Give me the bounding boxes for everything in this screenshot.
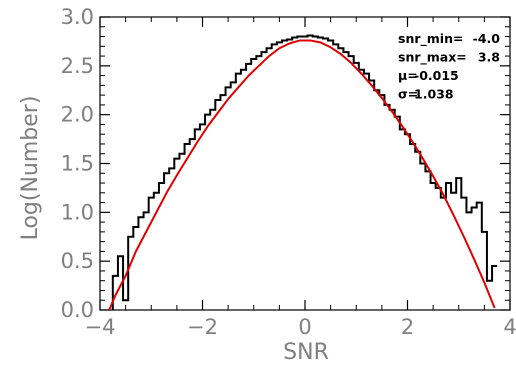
- x-axis-title: SNR: [283, 340, 329, 365]
- y-tick-label: 0.5: [61, 249, 94, 273]
- x-axis-ticks: −4 −2 0 2 4: [85, 17, 516, 339]
- annotation-label: snr_max=: [398, 50, 467, 66]
- x-tick-label: −2: [187, 315, 218, 339]
- x-tick-label: 4: [503, 315, 516, 339]
- y-axis-title: Log(Number): [18, 96, 43, 241]
- x-tick-label: 2: [401, 315, 414, 339]
- annotation-value: -0.015: [414, 68, 459, 83]
- annotation-label: μ=: [398, 68, 418, 83]
- fit-curve-series: [108, 39, 496, 310]
- x-tick-label: −4: [85, 315, 116, 339]
- stats-annotation: snr_min= -4.0 snr_max= 3.8 μ=-0.015 σ=1.038: [398, 31, 500, 102]
- annotation-value: -4.0: [473, 31, 501, 46]
- series-layer: [108, 34, 498, 310]
- y-tick-label: 1.0: [61, 200, 94, 224]
- y-tick-label: 1.5: [61, 152, 94, 176]
- y-tick-label: 2.0: [61, 103, 94, 127]
- annotation-label: snr_min=: [398, 31, 463, 47]
- y-axis-ticks: 0.0 0.5 1.0 1.5 2.0 2.5 3.0: [61, 5, 510, 322]
- y-tick-label: 2.5: [61, 54, 94, 78]
- annotation-label: σ=: [398, 87, 418, 102]
- y-tick-label: 3.0: [61, 5, 94, 29]
- x-tick-label: 0: [298, 315, 311, 339]
- histogram-series: [111, 34, 498, 310]
- annotation-value: 1.038: [414, 87, 454, 102]
- y-tick-label: 0.0: [61, 298, 94, 322]
- annotation-value: 3.8: [478, 50, 500, 65]
